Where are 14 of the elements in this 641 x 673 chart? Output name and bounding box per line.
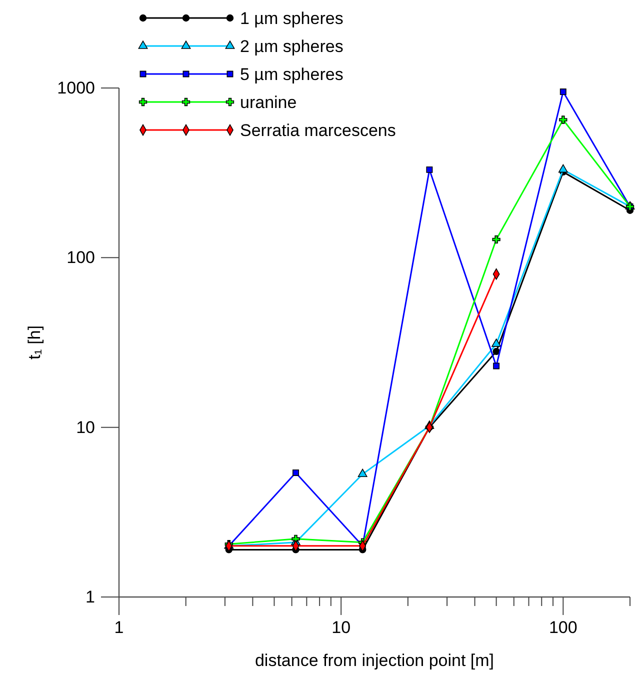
y-tick-label: 1000 [57,78,95,98]
x-tick-label: 10 [332,618,351,638]
legend-label: 1 µm spheres [240,9,344,28]
y-tick-label: 1 [86,587,95,606]
x-tick-label: 1 [114,618,124,638]
legend-label: Serratia marcescens [240,121,396,140]
x-tick-label: 100 [548,618,578,638]
legend-label: 5 µm spheres [240,65,344,84]
y-tick-label: 100 [66,248,95,268]
x-axis-title: distance from injection point [m] [254,651,494,670]
legend-label: 2 µm spheres [240,37,344,56]
legend-label: uranine [240,93,297,112]
y-axis-title: t₁ [h] [25,325,44,360]
y-tick-label: 10 [76,418,95,437]
